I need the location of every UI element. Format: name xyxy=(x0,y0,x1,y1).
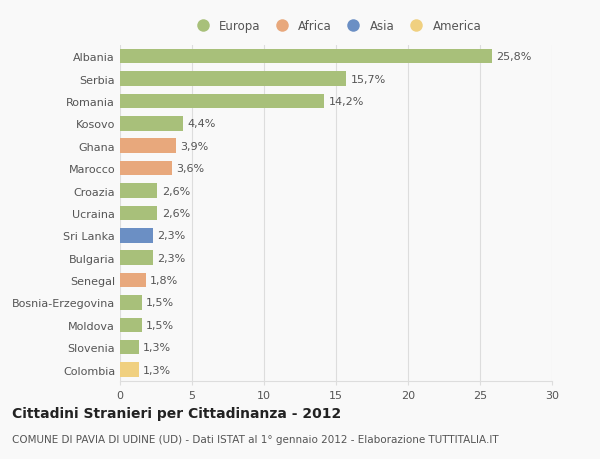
Text: 3,6%: 3,6% xyxy=(176,164,204,174)
Text: 4,4%: 4,4% xyxy=(188,119,216,129)
Bar xyxy=(120,229,153,243)
Text: 1,8%: 1,8% xyxy=(150,275,178,285)
Text: 1,3%: 1,3% xyxy=(143,365,171,375)
Bar xyxy=(120,50,491,64)
Text: 15,7%: 15,7% xyxy=(350,74,386,84)
Bar xyxy=(120,95,325,109)
Bar xyxy=(120,206,157,221)
Bar xyxy=(120,251,153,265)
Bar xyxy=(120,72,346,87)
Bar xyxy=(120,117,184,131)
Text: COMUNE DI PAVIA DI UDINE (UD) - Dati ISTAT al 1° gennaio 2012 - Elaborazione TUT: COMUNE DI PAVIA DI UDINE (UD) - Dati IST… xyxy=(12,434,499,444)
Bar xyxy=(120,340,139,355)
Text: 25,8%: 25,8% xyxy=(496,52,531,62)
Text: 1,3%: 1,3% xyxy=(143,342,171,353)
Text: 2,3%: 2,3% xyxy=(157,253,185,263)
Text: 3,9%: 3,9% xyxy=(181,141,209,151)
Text: 2,6%: 2,6% xyxy=(162,186,190,196)
Legend: Europa, Africa, Asia, America: Europa, Africa, Asia, America xyxy=(191,20,481,34)
Text: 1,5%: 1,5% xyxy=(146,298,174,308)
Text: 2,3%: 2,3% xyxy=(157,231,185,241)
Bar xyxy=(120,162,172,176)
Text: 14,2%: 14,2% xyxy=(329,97,364,107)
Bar xyxy=(120,139,176,154)
Text: 1,5%: 1,5% xyxy=(146,320,174,330)
Bar xyxy=(120,318,142,332)
Bar xyxy=(120,184,157,198)
Bar xyxy=(120,273,146,288)
Bar xyxy=(120,296,142,310)
Text: 2,6%: 2,6% xyxy=(162,208,190,218)
Bar xyxy=(120,363,139,377)
Text: Cittadini Stranieri per Cittadinanza - 2012: Cittadini Stranieri per Cittadinanza - 2… xyxy=(12,406,341,420)
